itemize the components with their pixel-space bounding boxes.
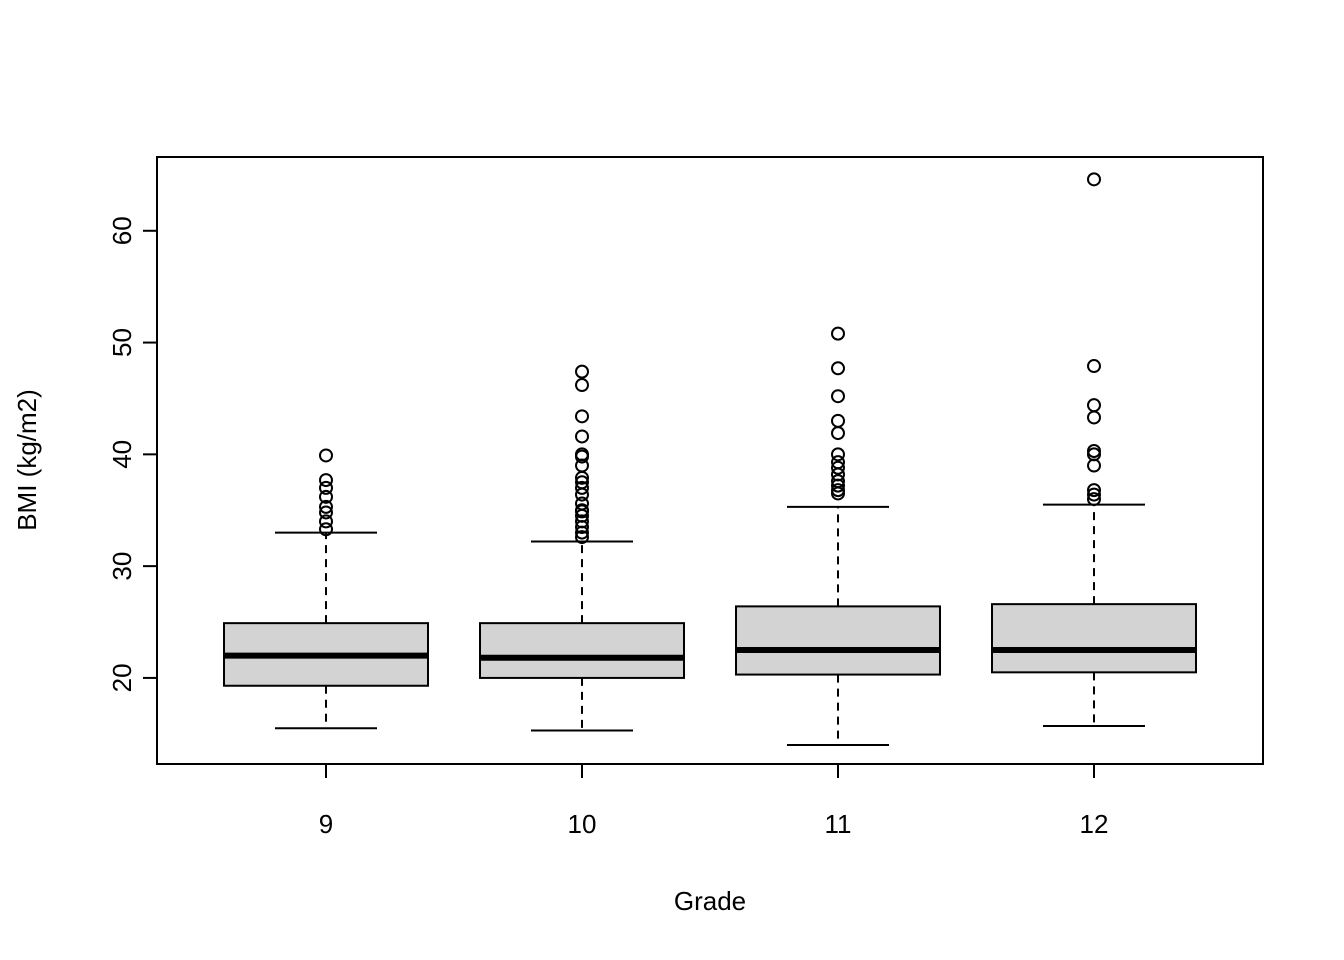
x-axis-title: Grade [674,886,746,916]
outlier-point [575,503,589,518]
x-tick-label: 12 [1080,809,1109,839]
outlier-point [831,389,845,404]
y-axis: 20 30 40 50 60 [107,216,158,692]
outlier-point [1087,443,1101,458]
box-group-grade-10 [479,364,685,732]
outlier-point [575,496,589,511]
outlier-point [319,514,333,529]
outlier-point [1087,398,1101,413]
outlier-point [831,413,845,428]
x-tick-label: 11 [825,809,852,839]
outlier-point [831,426,845,441]
outlier-point [319,499,333,514]
y-tick-label: 60 [107,216,137,245]
outlier-point [831,361,845,376]
outlier-point [575,475,589,490]
outlier-point [575,409,589,424]
outlier-point [1087,487,1101,502]
outlier-point [1087,359,1101,374]
outlier-point [831,455,845,470]
iqr-box [479,622,685,679]
outlier-point [575,364,589,379]
y-tick-label: 40 [107,440,137,469]
outlier-point [575,378,589,393]
outlier-point [1087,492,1101,507]
box-group-grade-12 [991,172,1197,727]
y-tick-label: 50 [107,328,137,357]
outlier-point [319,480,333,495]
iqr-box [735,605,941,676]
outlier-point [1087,483,1101,498]
outlier-point [831,483,845,498]
outlier-point [831,326,845,341]
x-axis: 9 10 11 12 [319,763,1109,839]
outlier-point [575,530,589,545]
outlier-point [319,489,333,504]
outlier-point [575,480,589,495]
outlier-point [575,429,589,444]
y-tick-label: 30 [107,552,137,581]
box-group-grade-9 [223,448,429,730]
y-tick-label: 20 [107,663,137,692]
outlier-point [319,522,333,537]
outlier-point [831,474,845,489]
outlier-point [575,447,589,462]
outlier-point [319,448,333,463]
outlier-point [831,447,845,462]
box-group-grade-11 [735,326,941,746]
x-tick-label: 10 [568,809,597,839]
outlier-point [1087,410,1101,425]
outlier-point [1087,172,1101,187]
boxes-layer [223,172,1197,746]
outlier-point [319,473,333,488]
outlier-point [831,460,845,475]
x-tick-label: 9 [319,809,333,839]
outlier-point [319,505,333,520]
iqr-box [991,603,1197,674]
y-axis-title: BMI (kg/m2) [12,389,42,531]
